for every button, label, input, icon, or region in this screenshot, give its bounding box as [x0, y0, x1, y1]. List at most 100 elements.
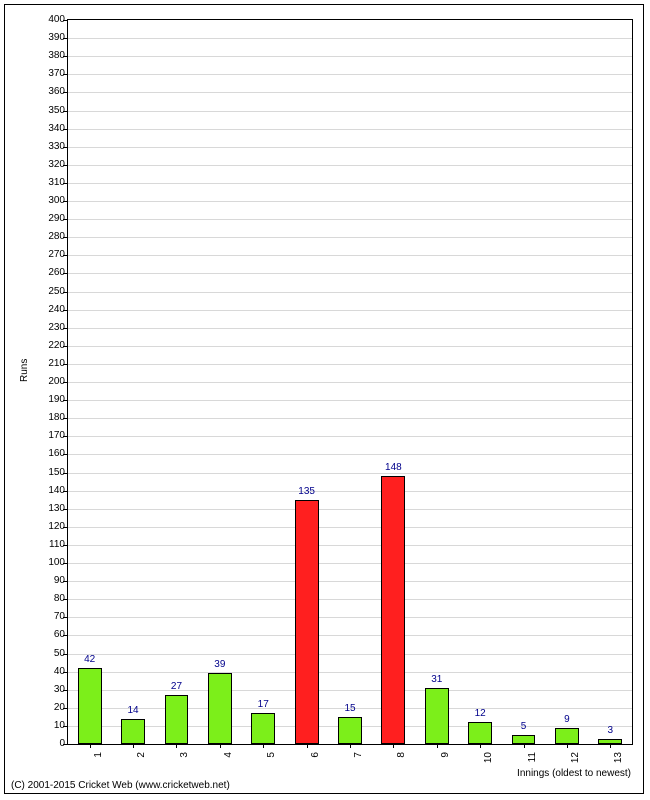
- y-tick-label: 350: [25, 106, 65, 116]
- x-tick-mark: [176, 744, 177, 748]
- bar-value-label: 17: [258, 699, 269, 710]
- y-tick-label: 110: [25, 540, 65, 550]
- x-tick-label: 7: [353, 752, 364, 782]
- y-tick-label: 20: [25, 703, 65, 713]
- bar-value-label: 5: [521, 721, 527, 732]
- gridline: [68, 672, 632, 673]
- chart-plot-area: 4214273917135151483112593: [67, 19, 633, 745]
- x-tick-label: 12: [570, 752, 581, 782]
- y-tick-label: 90: [25, 576, 65, 586]
- gridline: [68, 400, 632, 401]
- x-tick-label: 10: [483, 752, 494, 782]
- x-tick-label: 8: [396, 752, 407, 782]
- bar-value-label: 42: [84, 654, 95, 665]
- y-tick-label: 400: [25, 15, 65, 25]
- x-tick-mark: [350, 744, 351, 748]
- bar-value-label: 14: [128, 705, 139, 716]
- y-tick-label: 370: [25, 69, 65, 79]
- y-tick-label: 250: [25, 287, 65, 297]
- bar: [208, 673, 232, 744]
- y-tick-label: 220: [25, 341, 65, 351]
- gridline: [68, 255, 632, 256]
- x-tick-mark: [437, 744, 438, 748]
- y-tick-label: 80: [25, 594, 65, 604]
- chart-frame: 4214273917135151483112593 Runs Innings (…: [4, 4, 644, 794]
- x-tick-label: 6: [310, 752, 321, 782]
- gridline: [68, 436, 632, 437]
- bar-value-label: 9: [564, 714, 570, 725]
- gridline: [68, 111, 632, 112]
- gridline: [68, 617, 632, 618]
- y-tick-label: 270: [25, 250, 65, 260]
- bar: [295, 500, 319, 744]
- y-tick-label: 280: [25, 232, 65, 242]
- gridline: [68, 654, 632, 655]
- bar-value-label: 12: [475, 708, 486, 719]
- y-tick-label: 50: [25, 649, 65, 659]
- gridline: [68, 454, 632, 455]
- y-tick-label: 70: [25, 612, 65, 622]
- bar-value-label: 148: [385, 462, 402, 473]
- gridline: [68, 147, 632, 148]
- bar: [338, 717, 362, 744]
- x-tick-label: 3: [179, 752, 190, 782]
- gridline: [68, 491, 632, 492]
- y-tick-label: 180: [25, 413, 65, 423]
- bar: [78, 668, 102, 744]
- bar: [425, 688, 449, 744]
- gridline: [68, 74, 632, 75]
- gridline: [68, 690, 632, 691]
- x-tick-label: 9: [440, 752, 451, 782]
- x-tick-mark: [307, 744, 308, 748]
- y-tick-label: 10: [25, 721, 65, 731]
- y-tick-label: 390: [25, 33, 65, 43]
- y-tick-label: 300: [25, 196, 65, 206]
- x-tick-mark: [220, 744, 221, 748]
- x-tick-mark: [133, 744, 134, 748]
- x-tick-mark: [90, 744, 91, 748]
- y-tick-label: 160: [25, 449, 65, 459]
- x-tick-mark: [393, 744, 394, 748]
- bar: [381, 476, 405, 744]
- bar-value-label: 27: [171, 681, 182, 692]
- bar: [555, 728, 579, 744]
- gridline: [68, 545, 632, 546]
- x-tick-label: 5: [266, 752, 277, 782]
- bar-value-label: 3: [608, 725, 614, 736]
- gridline: [68, 310, 632, 311]
- bar: [121, 719, 145, 744]
- x-tick-label: 4: [223, 752, 234, 782]
- x-tick-label: 1: [93, 752, 104, 782]
- gridline: [68, 563, 632, 564]
- bar: [512, 735, 536, 744]
- gridline: [68, 38, 632, 39]
- y-tick-label: 360: [25, 87, 65, 97]
- gridline: [68, 237, 632, 238]
- y-tick-label: 30: [25, 685, 65, 695]
- gridline: [68, 183, 632, 184]
- x-tick-mark: [567, 744, 568, 748]
- x-tick-label: 2: [136, 752, 147, 782]
- gridline: [68, 418, 632, 419]
- gridline: [68, 328, 632, 329]
- y-tick-label: 320: [25, 160, 65, 170]
- gridline: [68, 165, 632, 166]
- y-tick-label: 140: [25, 486, 65, 496]
- y-tick-label: 100: [25, 558, 65, 568]
- y-tick-label: 310: [25, 178, 65, 188]
- gridline: [68, 581, 632, 582]
- gridline: [68, 129, 632, 130]
- y-tick-label: 260: [25, 268, 65, 278]
- gridline: [68, 273, 632, 274]
- x-tick-mark: [524, 744, 525, 748]
- bar: [468, 722, 492, 744]
- gridline: [68, 527, 632, 528]
- x-tick-label: 13: [613, 752, 624, 782]
- y-tick-label: 150: [25, 468, 65, 478]
- bar-value-label: 135: [298, 486, 315, 497]
- y-tick-label: 200: [25, 377, 65, 387]
- gridline: [68, 292, 632, 293]
- y-tick-label: 240: [25, 305, 65, 315]
- x-tick-mark: [263, 744, 264, 748]
- y-tick-label: 340: [25, 124, 65, 134]
